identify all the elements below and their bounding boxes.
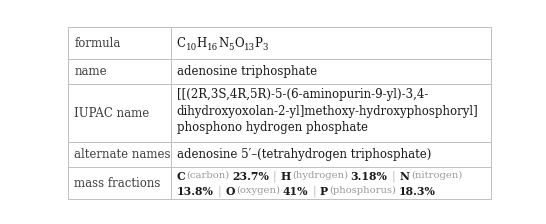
Text: (nitrogen): (nitrogen) [411,171,462,180]
Text: P: P [254,37,263,50]
Text: H: H [197,37,207,50]
Text: 41%: 41% [282,186,308,197]
Text: 13.8%: 13.8% [176,186,213,197]
Text: |: | [392,171,395,182]
Text: 23.7%: 23.7% [232,171,269,182]
Text: O: O [234,37,244,50]
Text: 16: 16 [207,43,218,52]
Text: 5: 5 [228,43,234,52]
Text: [[(2R,3S,4R,5R)-5-(6-aminopurin-9-yl)-3,4-
dihydroxyoxolan-2-yl]methoxy-hydroxyp: [[(2R,3S,4R,5R)-5-(6-aminopurin-9-yl)-3,… [176,88,478,134]
Text: (hydrogen): (hydrogen) [293,171,348,180]
Text: 10: 10 [186,43,197,52]
Text: O: O [225,186,235,197]
Text: mass fractions: mass fractions [74,177,161,190]
Text: adenosine triphosphate: adenosine triphosphate [176,65,317,78]
Text: formula: formula [74,37,121,50]
Text: N: N [218,37,228,50]
Text: (carbon): (carbon) [187,171,230,180]
Text: 13: 13 [244,43,254,52]
Text: H: H [281,171,291,182]
Text: C: C [176,37,186,50]
Text: (oxygen): (oxygen) [236,186,280,195]
Text: alternate names: alternate names [74,148,171,161]
Text: N: N [400,171,410,182]
Text: 3.18%: 3.18% [351,171,388,182]
Text: IUPAC name: IUPAC name [74,107,150,120]
Text: P: P [320,186,328,197]
Text: 3: 3 [263,43,268,52]
Text: 18.3%: 18.3% [399,186,435,197]
Text: |: | [218,186,221,197]
Text: adenosine 5′–(tetrahydrogen triphosphate): adenosine 5′–(tetrahydrogen triphosphate… [176,148,431,161]
Text: (phosphorus): (phosphorus) [329,186,396,195]
Text: |: | [273,171,277,182]
Text: C: C [176,171,185,182]
Text: name: name [74,65,107,78]
Text: |: | [312,186,316,197]
